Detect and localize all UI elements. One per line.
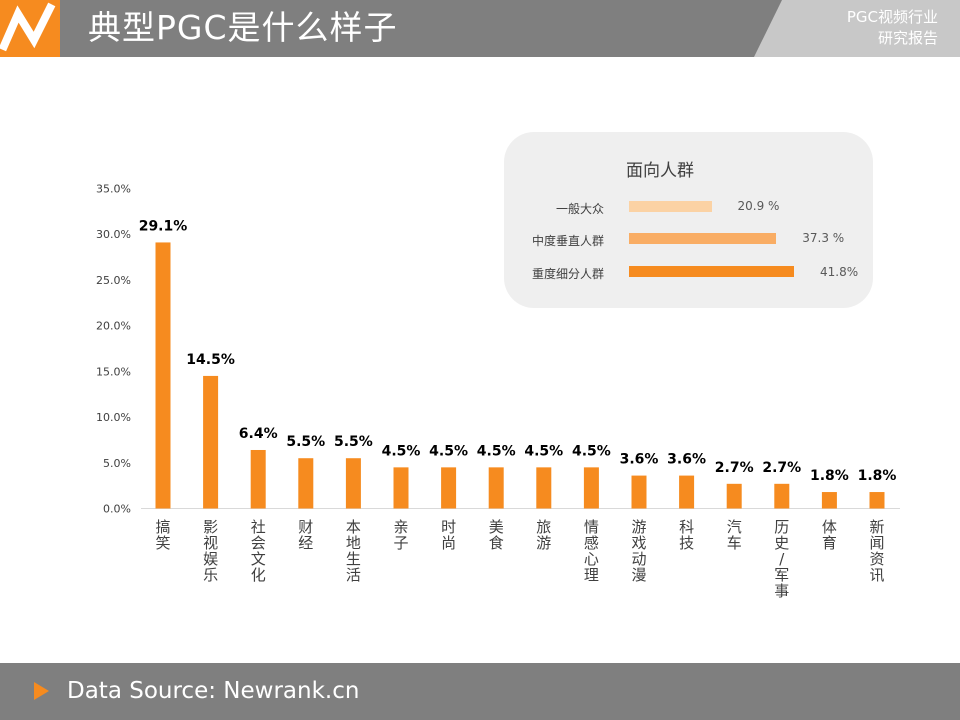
report-label: PGC视频行业 研究报告 xyxy=(847,7,938,49)
footer-bar xyxy=(0,663,960,720)
category-label: 社会文化 xyxy=(251,518,266,584)
bar xyxy=(155,242,171,509)
logo-mark-icon xyxy=(0,2,56,52)
data-label: 3.6% xyxy=(620,452,659,468)
logo xyxy=(0,0,60,57)
audience-value-general: 20.9 % xyxy=(737,199,780,213)
report-tag xyxy=(754,0,960,57)
y-tick-label: 30.0% xyxy=(96,228,131,241)
data-label: 29.1% xyxy=(139,218,188,234)
category-label: 影视娱乐 xyxy=(203,518,218,584)
audience-label-heavy: 重度细分人群 xyxy=(531,267,604,281)
data-label: 2.7% xyxy=(762,460,801,476)
bar xyxy=(203,375,219,509)
page-title: 典型PGC是什么样子 xyxy=(88,8,398,47)
y-tick-label: 0.0% xyxy=(103,503,131,516)
category-label: 游戏动漫 xyxy=(631,518,646,584)
report-label-line1: PGC视频行业 xyxy=(846,8,938,26)
y-tick-label: 15.0% xyxy=(96,365,131,378)
y-tick-label: 25.0% xyxy=(96,274,131,287)
bar xyxy=(631,475,647,509)
audience-bar-heavy xyxy=(629,266,794,277)
y-tick-label: 20.0% xyxy=(96,320,131,333)
bar xyxy=(298,458,314,509)
category-label: 时尚 xyxy=(441,518,456,552)
bar xyxy=(679,475,695,509)
category-label: 亲子 xyxy=(393,518,408,552)
bar xyxy=(821,492,837,509)
data-label: 2.7% xyxy=(715,460,754,476)
y-tick-label: 5.0% xyxy=(103,457,131,470)
category-label: 体育 xyxy=(822,518,837,552)
bar xyxy=(488,467,504,509)
category-label: 历史/军事 xyxy=(774,518,789,600)
category-label: 科技 xyxy=(679,518,694,552)
play-arrow-icon xyxy=(34,682,49,700)
bar xyxy=(345,458,361,509)
data-source: Data Source: Newrank.cn xyxy=(67,678,360,704)
audience-label-moderate: 中度垂直人群 xyxy=(531,234,604,248)
audience-bar-moderate xyxy=(629,233,777,244)
category-label: 财经 xyxy=(298,518,313,552)
bar xyxy=(726,483,742,509)
data-label: 5.5% xyxy=(334,434,373,450)
data-label: 4.5% xyxy=(524,443,563,459)
bar-chart: 0.0% 5.0% 10.0% 15.0% 20.0% 25.0% 30.0% 35.0% 29… xyxy=(96,183,900,600)
report-label-line2: 研究报告 xyxy=(877,29,938,47)
data-label: 4.5% xyxy=(429,443,468,459)
bar xyxy=(250,449,266,509)
data-label: 1.8% xyxy=(810,468,849,484)
bar xyxy=(583,467,599,509)
audience-value-moderate: 37.3 % xyxy=(802,231,845,245)
bar xyxy=(774,483,790,509)
category-label: 汽车 xyxy=(727,518,742,552)
bar xyxy=(869,492,885,509)
audience-label-general: 一般大众 xyxy=(555,202,604,216)
category-label: 搞笑 xyxy=(155,518,170,552)
data-label: 4.5% xyxy=(572,443,611,459)
audience-panel xyxy=(504,132,873,308)
bar xyxy=(393,467,409,509)
category-label: 旅游 xyxy=(536,518,551,552)
category-label: 新闻资讯 xyxy=(869,518,884,584)
audience-bar-general xyxy=(629,201,712,212)
category-label: 情感心理 xyxy=(584,518,599,584)
y-tick-label: 35.0% xyxy=(96,183,131,196)
data-label: 14.5% xyxy=(186,352,235,368)
category-label: 本地生活 xyxy=(346,518,361,584)
audience-value-heavy: 41.8% xyxy=(820,265,859,279)
data-label: 3.6% xyxy=(667,452,706,468)
data-label: 1.8% xyxy=(858,468,897,484)
data-label: 4.5% xyxy=(477,443,516,459)
category-label: 美食 xyxy=(489,518,504,552)
audience-panel-title: 面向人群 xyxy=(626,161,694,181)
data-label: 5.5% xyxy=(286,434,325,450)
bar xyxy=(536,467,552,509)
bar xyxy=(441,467,457,509)
data-label: 4.5% xyxy=(382,443,421,459)
y-tick-label: 10.0% xyxy=(96,411,131,424)
data-label: 6.4% xyxy=(239,426,278,442)
